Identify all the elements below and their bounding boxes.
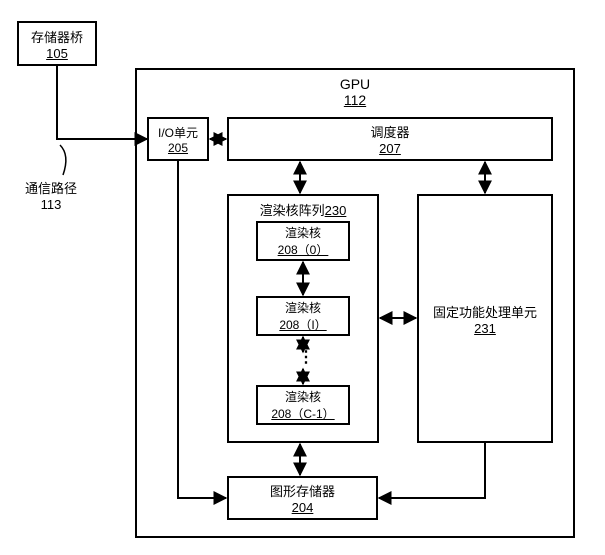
- io-unit-block: I/O单元 205: [147, 117, 209, 161]
- render-core-1-id: 208（I）: [279, 316, 326, 333]
- fixed-unit-block: 固定功能处理单元 231: [417, 194, 553, 443]
- render-core-c-id: 208（C-1）: [271, 405, 334, 422]
- core-array-id: 230: [325, 203, 347, 218]
- fixed-unit-id: 231: [474, 321, 496, 336]
- render-core-0-id: 208（0）: [278, 241, 329, 258]
- comm-path-label: 通信路径 113: [25, 178, 77, 212]
- render-core-1-title: 渲染核: [285, 299, 321, 316]
- gmem-block: 图形存储器 204: [227, 476, 378, 520]
- memory-bridge-id: 105: [46, 46, 68, 61]
- ellipsis: ⋮: [298, 347, 314, 367]
- scheduler-title: 调度器: [370, 122, 409, 141]
- gpu-title: GPU: [340, 76, 370, 92]
- gmem-title: 图形存储器: [270, 481, 335, 500]
- render-core-c-block: 渲染核 208（C-1）: [256, 385, 350, 425]
- core-array-header: 渲染核阵列230: [260, 200, 347, 219]
- memory-bridge-title: 存储器桥: [31, 27, 83, 46]
- scheduler-block: 调度器 207: [227, 117, 553, 161]
- gmem-id: 204: [292, 500, 314, 515]
- core-array-title: 渲染核阵列: [260, 203, 325, 218]
- gpu-id: 112: [344, 92, 366, 108]
- fixed-unit-title: 固定功能处理单元: [433, 302, 537, 321]
- render-core-0-title: 渲染核: [285, 224, 321, 241]
- scheduler-id: 207: [379, 141, 401, 156]
- render-core-0-block: 渲染核 208（0）: [256, 221, 350, 261]
- render-core-1-block: 渲染核 208（I）: [256, 296, 350, 336]
- comm-path-title: 通信路径: [25, 181, 77, 196]
- io-unit-title: I/O单元: [158, 124, 198, 141]
- io-unit-id: 205: [168, 141, 188, 155]
- memory-bridge-block: 存储器桥 105: [17, 21, 97, 66]
- render-core-c-title: 渲染核: [285, 388, 321, 405]
- comm-path-id: 113: [41, 197, 62, 212]
